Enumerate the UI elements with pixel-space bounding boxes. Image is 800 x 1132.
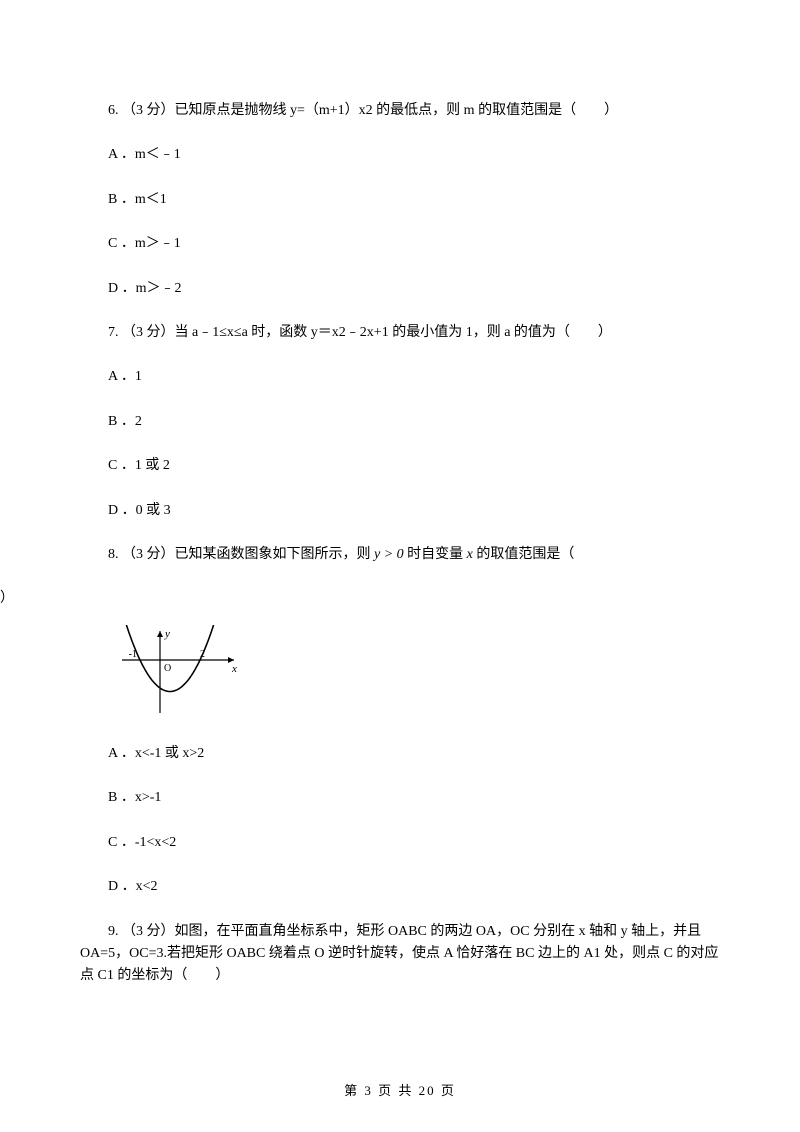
q8-figure: -1 2 Oy x	[120, 625, 720, 723]
q6-option-a: A ．m＜﹣1	[80, 144, 720, 166]
q8-option-c: C ．-1<x<2	[80, 832, 720, 854]
svg-text:2: 2	[200, 649, 205, 660]
q8-post: 的取值范围是（	[476, 547, 574, 562]
q8-pre: 8. （3 分）已知某函数图象如下图所示，则	[108, 547, 374, 562]
svg-text:-1: -1	[129, 649, 137, 660]
q7-option-a: A ．1	[80, 366, 720, 388]
q8-option-a: A ．x<-1 或 x>2	[80, 743, 720, 765]
q8-var: x	[467, 547, 473, 562]
q7-stem: 7. （3 分）当 a﹣1≤x≤a 时，函数 y＝x2﹣2x+1 的最小值为 1…	[80, 322, 720, 344]
q8-mid: 时自变量	[407, 547, 467, 562]
svg-text:O: O	[164, 663, 171, 674]
q9-stem: 9. （3 分）如图，在平面直角坐标系中，矩形 OABC 的两边 OA，OC 分…	[80, 921, 720, 988]
q6-stem: 6. （3 分）已知原点是抛物线 y=（m+1）x2 的最低点，则 m 的取值范…	[80, 100, 720, 122]
q8-stem: 8. （3 分）已知某函数图象如下图所示，则 y > 0 时自变量 x 的取值范…	[80, 544, 720, 566]
svg-text:x: x	[231, 663, 237, 675]
parabola-graph: -1 2 Oy x	[120, 625, 240, 715]
q6-option-d: D ．m＞﹣2	[80, 278, 720, 300]
q8-option-b: B ．x>-1	[80, 787, 720, 809]
q6-option-b: B ．m＜1	[80, 189, 720, 211]
q7-option-c: C ．1 或 2	[80, 455, 720, 477]
q7-option-b: B ．2	[80, 411, 720, 433]
svg-text:y: y	[164, 628, 170, 640]
q8-close: ）	[0, 588, 720, 610]
q8-option-d: D ．x<2	[80, 876, 720, 898]
page-footer: 第 3 页 共 20 页	[0, 1081, 800, 1102]
q6-option-c: C ．m＞﹣1	[80, 233, 720, 255]
q7-option-d: D ．0 或 3	[80, 500, 720, 522]
q8-cond: y > 0	[374, 547, 404, 562]
